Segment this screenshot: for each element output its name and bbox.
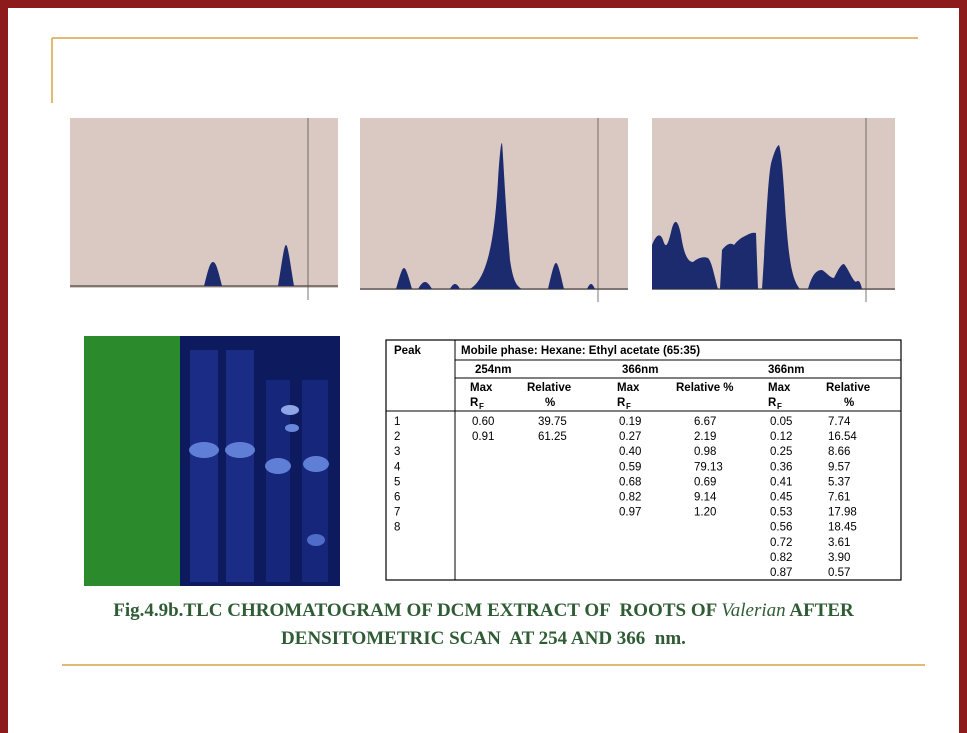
table-cell: 0.40: [619, 446, 641, 458]
group-header: 366nm: [622, 364, 658, 376]
table-cell: 7.61: [828, 492, 850, 504]
peak-number: 8: [394, 522, 400, 534]
tlc-plate: [84, 336, 340, 586]
table-cell: 3.61: [828, 537, 850, 549]
table-cell: 79.13: [694, 461, 723, 473]
table-cell: 0.25: [770, 446, 792, 458]
table-cell: 5.37: [828, 476, 850, 488]
table-cell: 0.53: [770, 507, 792, 519]
peak-number: 3: [394, 446, 400, 458]
table-cell: 0.59: [619, 461, 641, 473]
column-header-subscript: F: [626, 402, 631, 411]
slide: Peak Mobile phase: Hexane: Ethyl acetate …: [0, 0, 967, 733]
table-cell: 18.45: [828, 522, 857, 534]
table-cell: 0.68: [619, 476, 641, 488]
column-header: Max: [768, 382, 791, 394]
table-cell: 0.72: [770, 537, 792, 549]
table-cell: 0.57: [828, 567, 850, 579]
table-cell: 9.14: [694, 492, 717, 504]
table-cell: 0.41: [770, 476, 792, 488]
peak-number: 1: [394, 416, 400, 428]
table-cell: 0.69: [694, 476, 716, 488]
chromatogram-366a: [356, 114, 630, 309]
chromatogram-366b: [648, 114, 896, 309]
table-cell: 1.20: [694, 507, 716, 519]
table-cell: 0.19: [619, 416, 641, 428]
column-header-subscript: F: [479, 402, 484, 411]
column-header: R: [768, 397, 777, 409]
table-cell: 6.67: [694, 416, 716, 428]
peak-number: 2: [394, 431, 400, 443]
column-header: Max: [617, 382, 640, 394]
table-cell: 16.54: [828, 431, 857, 443]
group-header: 254nm: [475, 364, 511, 376]
table-cell: 8.66: [828, 446, 850, 458]
page: Peak Mobile phase: Hexane: Ethyl acetate …: [0, 0, 967, 733]
caption-line-1: Fig.4.9b.TLC CHROMATOGRAM OF DCM EXTRACT…: [0, 600, 967, 622]
caption-italic: Valerian: [721, 600, 785, 621]
table-cell: 0.87: [770, 567, 792, 579]
table-cell: 0.45: [770, 492, 792, 504]
peak-number: 4: [394, 461, 401, 473]
corner-header: Peak: [394, 345, 421, 357]
table-cell: 0.12: [770, 431, 792, 443]
column-header-subscript: F: [777, 402, 782, 411]
table-cell: 0.27: [619, 431, 641, 443]
column-header: Relative %: [676, 382, 734, 394]
table-cell: 0.56: [770, 522, 792, 534]
peak-number: 5: [394, 476, 400, 488]
table-cell: 0.97: [619, 507, 641, 519]
peak-number: 7: [394, 507, 400, 519]
table-cell: 9.57: [828, 461, 850, 473]
table-cell: 0.91: [472, 431, 494, 443]
table-cell: 0.98: [694, 446, 716, 458]
chromatogram-254: [66, 114, 340, 309]
column-header: %: [844, 397, 854, 409]
column-header: Relative: [527, 382, 571, 394]
table-cell: 39.75: [538, 416, 567, 428]
group-header: 366nm: [768, 364, 804, 376]
table-cell: 7.74: [828, 416, 851, 428]
table-cell: 0.82: [770, 552, 792, 564]
peak-number: 6: [394, 492, 400, 504]
table-cell: 0.82: [619, 492, 641, 504]
column-header: R: [470, 397, 479, 409]
table-cell: 2.19: [694, 431, 716, 443]
caption-line-2: DENSITOMETRIC SCAN AT 254 AND 366 nm.: [0, 628, 967, 650]
column-header: %: [545, 397, 555, 409]
data-table: Peak Mobile phase: Hexane: Ethyl acetate …: [386, 340, 901, 580]
table-cell: 61.25: [538, 431, 567, 443]
table-cell: 0.60: [472, 416, 494, 428]
table-cell: 17.98: [828, 507, 857, 519]
caption-text: Fig.4.9b.TLC CHROMATOGRAM OF DCM EXTRACT…: [113, 600, 721, 621]
column-header: Relative: [826, 382, 870, 394]
table-cell: 0.36: [770, 461, 792, 473]
table-cell: 0.05: [770, 416, 792, 428]
table-cell: 3.90: [828, 552, 850, 564]
table-title: Mobile phase: Hexane: Ethyl acetate (65:…: [461, 345, 700, 357]
caption-text: AFTER: [786, 600, 854, 621]
column-header: R: [617, 397, 626, 409]
column-header: Max: [470, 382, 493, 394]
